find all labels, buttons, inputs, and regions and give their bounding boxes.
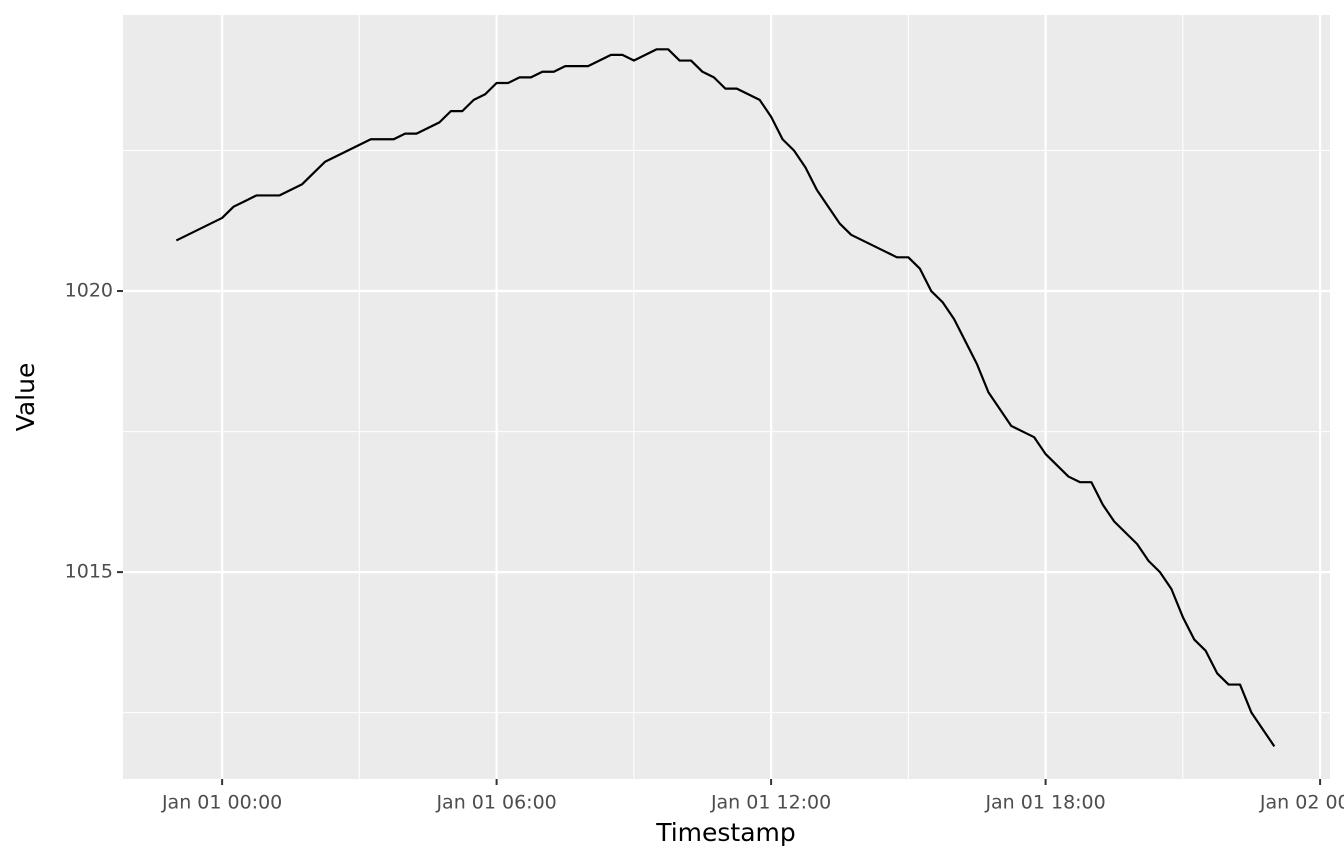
- x-tick-label: Jan 01 06:00: [435, 792, 556, 814]
- y-axis-title: Value: [11, 363, 40, 432]
- x-tick-label: Jan 01 12:00: [710, 792, 831, 814]
- data-line: [175, 48, 1276, 748]
- panel: [123, 15, 1330, 779]
- y-tick-label: 1020: [65, 280, 113, 302]
- marks: [175, 48, 1276, 748]
- y-tick-label: 1015: [65, 561, 113, 583]
- grid: [123, 15, 1330, 779]
- x-tick-label: Jan 01 00:00: [161, 792, 282, 814]
- x-axis-title: Timestamp: [655, 818, 796, 847]
- x-tick-label: Jan 01 18:00: [984, 792, 1105, 814]
- x-tick-label: Jan 02 00:00: [1259, 792, 1344, 814]
